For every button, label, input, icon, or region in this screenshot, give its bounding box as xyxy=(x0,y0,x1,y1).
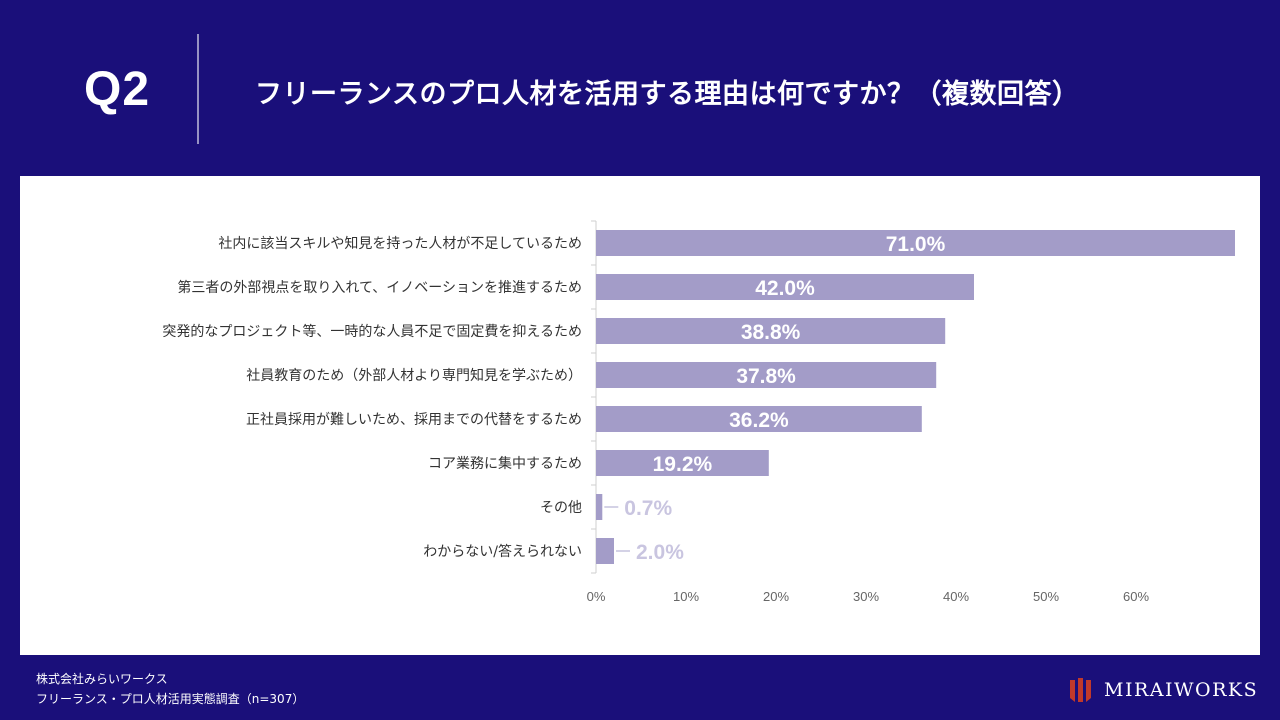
bar xyxy=(596,230,1235,256)
category-label: コア業務に集中するため xyxy=(428,455,582,472)
footer-company: 株式会社みらいワークス xyxy=(36,672,168,686)
header-divider xyxy=(197,34,199,144)
bar xyxy=(596,406,922,432)
category-label: わからない/答えられない xyxy=(423,543,582,560)
x-tick-label: 50% xyxy=(1033,589,1059,604)
x-tick-label: 20% xyxy=(763,589,789,604)
brand-logo: MIRAIWORKS xyxy=(1068,676,1258,704)
footer-survey: フリーランス・プロ人材活用実態調査（n=307） xyxy=(36,692,305,706)
category-label: 社内に該当スキルや知見を持った人材が不足しているため xyxy=(218,235,582,252)
category-label: 社員教育のため（外部人材より専門知見を学ぶため） xyxy=(246,367,582,384)
data-label: 36.2% xyxy=(729,409,789,432)
bar xyxy=(596,494,603,520)
category-label: 突発的なプロジェクト等、一時的な人員不足で固定費を抑えるため xyxy=(162,323,582,340)
bar xyxy=(596,318,946,344)
bar xyxy=(596,274,974,300)
data-label: 71.0% xyxy=(886,233,946,256)
x-tick-label: 40% xyxy=(943,589,969,604)
x-tick-label: 60% xyxy=(1123,589,1149,604)
data-label: 38.8% xyxy=(741,321,801,344)
data-label: 2.0% xyxy=(636,541,684,564)
bar-chart: 社内に該当スキルや知見を持った人材が不足しているため 71.0% 第三者の外部視点を… xyxy=(162,220,1235,604)
data-label: 42.0% xyxy=(755,277,815,300)
bar xyxy=(596,450,769,476)
brand-mark-icon xyxy=(1070,678,1091,702)
chart-panel: 社内に該当スキルや知見を持った人材が不足しているため 71.0% 第三者の外部視点を… xyxy=(20,176,1260,655)
category-label: その他 xyxy=(540,500,582,516)
question-label: Q2 xyxy=(84,63,151,116)
data-label: 0.7% xyxy=(624,497,672,520)
x-tick-label: 30% xyxy=(853,589,879,604)
data-label: 19.2% xyxy=(653,453,713,476)
data-label: 37.8% xyxy=(736,365,796,388)
x-tick-label: 10% xyxy=(673,589,699,604)
page-title: フリーランスのプロ人材を活用する理由は何ですか？（複数回答） xyxy=(255,79,1080,110)
bar xyxy=(596,538,614,564)
brand-name: MIRAIWORKS xyxy=(1104,679,1259,701)
bar xyxy=(596,362,937,388)
category-label: 第三者の外部視点を取り入れて、イノベーションを推進するため xyxy=(177,279,582,296)
category-label: 正社員採用が難しいため、採用までの代替をするため xyxy=(246,412,582,428)
x-tick-label: 0% xyxy=(587,589,606,604)
